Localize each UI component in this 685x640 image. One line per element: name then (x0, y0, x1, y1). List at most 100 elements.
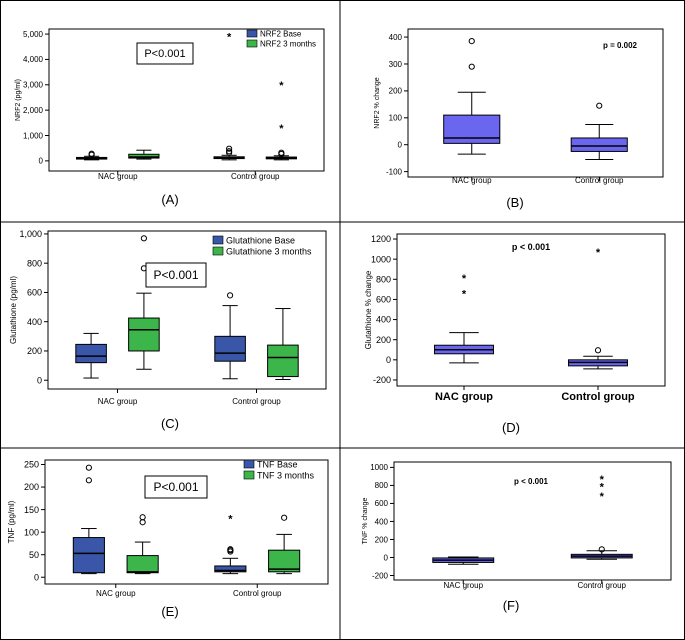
y-tick-label: 0 (398, 141, 403, 150)
box-base: * (214, 514, 247, 575)
y-axis-label: Glutathione (pg/ml) (9, 276, 18, 344)
y-tick-label: 0 (386, 355, 391, 365)
panel-label: (C) (161, 416, 179, 431)
extreme-point: * (462, 273, 467, 285)
y-tick-label: 600 (375, 499, 389, 508)
y-tick-label: 5,000 (23, 30, 44, 39)
y-tick-label: 100 (24, 527, 39, 537)
y-tick-label: 1,000 (19, 229, 42, 239)
panel-label: (F) (503, 598, 520, 613)
box-iqr (570, 137, 628, 152)
y-tick-label: 200 (375, 535, 389, 544)
chart-c: 0 200 400 600 800 1,000 Glutathione (pg/ml) NAC… (9, 229, 327, 431)
box-followup (267, 308, 299, 380)
y-axis-label: Glutathione % change (364, 270, 373, 349)
box-base: * (213, 32, 245, 161)
plot-frame (396, 233, 666, 387)
y-tick-label: 1200 (371, 234, 391, 244)
box-iqr (267, 344, 299, 378)
y-tick-label: 0 (384, 553, 389, 562)
y-tick-label: 0 (37, 375, 42, 385)
outlier-point (468, 38, 475, 45)
outlier-point (88, 150, 95, 157)
category-label: NAC group (452, 176, 492, 185)
box-base (76, 150, 108, 161)
legend-label: NRF2 3 months (260, 40, 316, 49)
y-tick-label: 300 (389, 60, 403, 69)
y-tick-label: 1,000 (23, 131, 44, 140)
plot-frame (48, 28, 325, 172)
category-label: Control group (231, 172, 280, 181)
legend-swatch (212, 246, 224, 256)
outlier-point (468, 63, 475, 70)
legend-swatch (243, 459, 255, 469)
box-iqr (128, 317, 160, 352)
y-tick-label: 250 (24, 460, 39, 470)
box-iqr (268, 549, 301, 573)
box-iqr (126, 555, 159, 574)
box-change: *** (570, 474, 633, 560)
category-label: Control group (233, 589, 282, 598)
annotation-box (144, 475, 208, 499)
box-iqr (75, 343, 107, 364)
y-tick-label: 400 (376, 315, 391, 325)
annotation-box (145, 262, 207, 288)
legend-label: TNF 3 months (257, 471, 315, 481)
legend-label: TNF Base (257, 460, 298, 470)
y-tick-label: -100 (386, 167, 403, 176)
box-change (570, 102, 628, 161)
y-tick-label: 200 (24, 482, 39, 492)
outlier-point (281, 514, 288, 521)
p-value-annotation: P<0.001 (144, 48, 185, 60)
outlier-point (226, 145, 233, 152)
y-tick-label: 200 (376, 335, 391, 345)
box-followup (128, 149, 160, 160)
box-change (432, 556, 495, 565)
annotation-box (136, 42, 194, 65)
legend-label: Glutathione Base (226, 236, 295, 246)
chart-f: -200 0 200 400 600 800 1000 TNF % change NAC gro… (362, 461, 672, 613)
extreme-point: * (279, 123, 284, 135)
y-tick-label: 2,000 (23, 106, 44, 115)
panel-label: (D) (502, 420, 520, 435)
y-tick-label: 800 (375, 481, 389, 490)
box-change: ** (434, 273, 494, 364)
plot-frame (44, 459, 329, 585)
outlier-point (594, 347, 602, 354)
extreme-point: * (600, 481, 605, 493)
y-tick-label: 1000 (371, 254, 391, 264)
extreme-point: * (600, 474, 605, 486)
category-label: NAC group (96, 589, 136, 598)
legend-label: NRF2 Base (260, 30, 302, 39)
y-axis-label: TNF % change (362, 498, 369, 545)
category-label: NAC group (98, 172, 138, 181)
outlier-point (140, 235, 148, 242)
legend-swatch (246, 39, 258, 48)
y-axis-label: TNF (pg/ml) (7, 500, 16, 543)
box-base (72, 464, 105, 575)
extreme-point: * (596, 247, 601, 259)
category-label: Control group (561, 391, 635, 403)
category-label: Control group (575, 176, 624, 185)
y-tick-label: 0 (34, 572, 39, 582)
y-tick-label: 4,000 (23, 55, 44, 64)
chart-a: 0 1,000 2,000 3,000 4,000 5,000 NRF2 (pg/ml) NA… (15, 28, 325, 207)
y-tick-label: 800 (376, 274, 391, 284)
category-label: NAC group (443, 581, 483, 590)
box-iqr (214, 335, 246, 362)
box-followup (126, 514, 159, 575)
y-tick-label: 600 (27, 288, 42, 298)
outlier-point (226, 292, 234, 299)
box-iqr (72, 537, 105, 574)
category-label: NAC group (435, 391, 493, 403)
category-label: NAC group (98, 397, 138, 406)
y-tick-label: 400 (375, 517, 389, 526)
box-change (443, 38, 501, 155)
y-tick-label: -200 (372, 571, 389, 580)
y-tick-label: 600 (376, 295, 391, 305)
box-followup (128, 235, 160, 370)
outlier-point (139, 519, 146, 526)
outlier-point (596, 102, 603, 109)
